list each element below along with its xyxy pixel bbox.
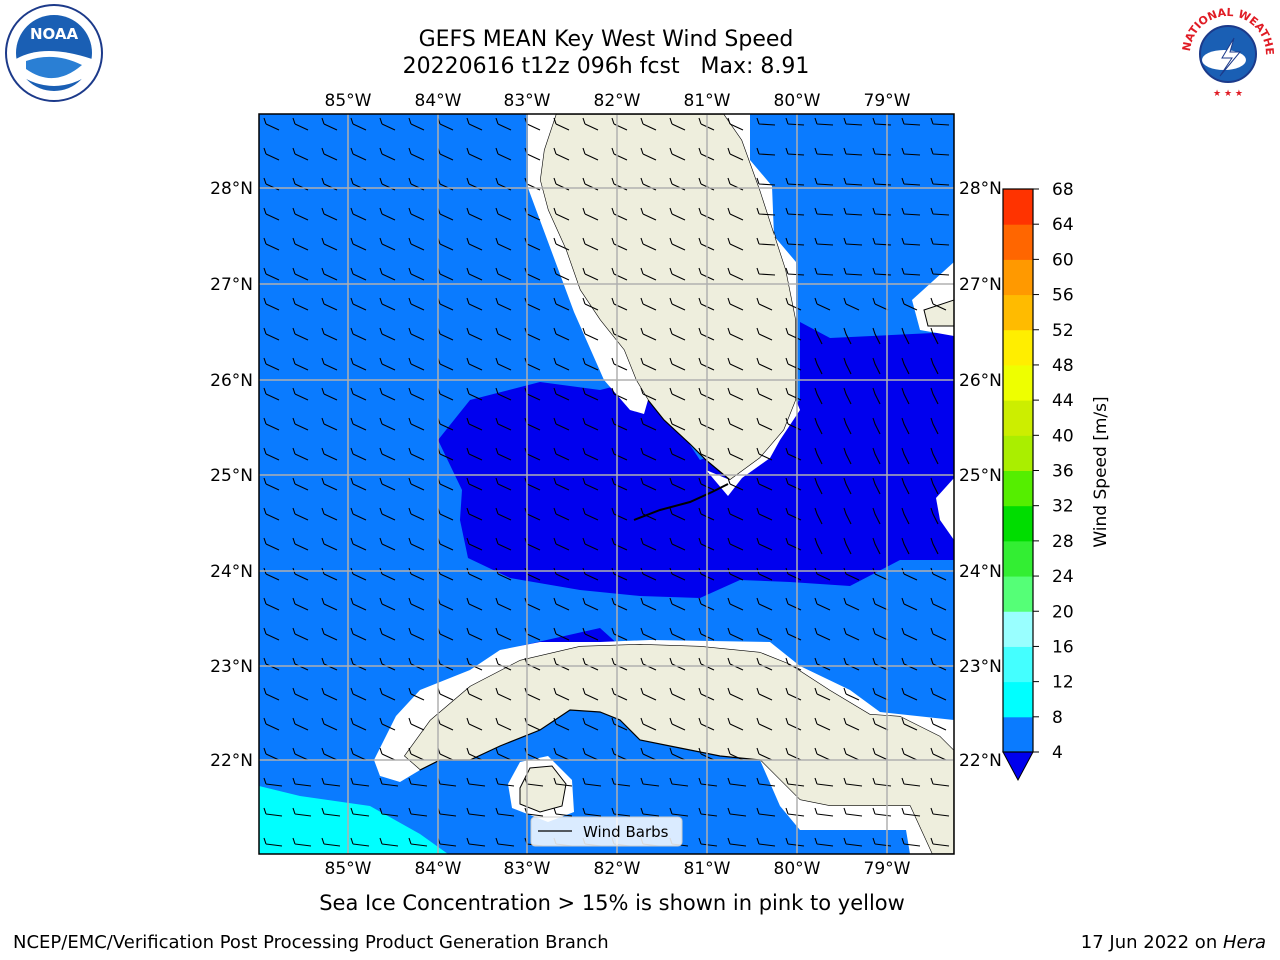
colorbar-segment xyxy=(1003,470,1033,507)
colorbar-tick-label: 68 xyxy=(1052,180,1074,200)
credit-text: NCEP/EMC/Verification Post Processing Pr… xyxy=(13,932,609,953)
lat-label-left: 24°N xyxy=(210,562,253,582)
noaa-logo: NOAA xyxy=(4,3,104,103)
colorbar-segment xyxy=(1003,681,1033,718)
lat-lon-grid xyxy=(259,114,954,854)
colorbar-segment xyxy=(1003,364,1033,401)
lon-label-top: 82°W xyxy=(594,91,641,111)
colorbar-tick-label: 8 xyxy=(1052,708,1063,728)
date-text: 17 Jun 2022 on xyxy=(1080,932,1223,953)
colorbar-under-arrow xyxy=(1002,751,1034,782)
lat-label-right: 26°N xyxy=(959,371,1002,391)
band-8-12 xyxy=(259,786,448,854)
band-below-4-strait xyxy=(438,322,954,598)
colorbar-tick-label: 44 xyxy=(1052,391,1074,411)
legend-label: Wind Barbs xyxy=(583,823,669,841)
florida-keys xyxy=(633,483,729,521)
colorbar-segment xyxy=(1003,611,1033,647)
chart-subtitle: 20220616 t12z 096h fcst Max: 8.91 xyxy=(402,54,810,79)
lon-label-bottom: 84°W xyxy=(415,859,462,879)
lat-label-left: 27°N xyxy=(210,275,253,295)
lat-label-left: 28°N xyxy=(210,179,253,199)
lon-label-bottom: 83°W xyxy=(504,859,551,879)
machine-name: Hera xyxy=(1222,932,1266,953)
lon-label-bottom: 79°W xyxy=(864,859,911,879)
colorbar-segment xyxy=(1003,189,1033,225)
colorbar-segment xyxy=(1003,540,1033,577)
colorbar-tick-label: 20 xyxy=(1052,602,1074,622)
map-frame xyxy=(258,113,955,855)
lat-label-right: 27°N xyxy=(959,275,1002,295)
lat-label-right: 22°N xyxy=(959,751,1002,771)
colorbar-segment xyxy=(1003,329,1033,366)
noaa-logo-text: NOAA xyxy=(30,25,79,43)
colorbar-segment xyxy=(1003,576,1033,612)
lat-label-right: 28°N xyxy=(959,179,1002,199)
lon-label-top: 85°W xyxy=(325,91,372,111)
land-cuba-halo xyxy=(374,640,954,782)
colorbar-tick-label: 16 xyxy=(1052,637,1074,657)
lat-label-left: 22°N xyxy=(210,751,253,771)
lat-labels-right: 28°N 27°N 26°N 25°N 24°N 23°N 22°N xyxy=(959,179,1002,771)
lat-label-left: 26°N xyxy=(210,371,253,391)
sea-ice-note: Sea Ice Concentration > 15% is shown in … xyxy=(319,891,905,915)
lon-label-bottom: 80°W xyxy=(774,859,821,879)
colorbar-segments xyxy=(1003,189,1033,753)
lon-label-bottom: 82°W xyxy=(594,859,641,879)
lon-label-top: 84°W xyxy=(415,91,462,111)
colorbar-tick-label: 36 xyxy=(1052,462,1074,482)
colorbar-tick-label: 28 xyxy=(1052,532,1074,552)
wind-barbs-legend: Wind Barbs xyxy=(530,816,683,847)
colorbar-tick-label: 60 xyxy=(1052,250,1074,270)
colorbar-segment xyxy=(1003,505,1033,542)
lon-label-top: 79°W xyxy=(864,91,911,111)
date-stamp: 17 Jun 2022 on Hera xyxy=(1081,932,1266,953)
colorbar-segment xyxy=(1003,224,1033,260)
svg-text:★ ★ ★: ★ ★ ★ xyxy=(1213,89,1243,99)
colorbar-tick-label: 48 xyxy=(1052,356,1074,376)
colorbar-segment xyxy=(1003,259,1033,296)
map-plot-area xyxy=(259,114,954,854)
lat-label-right: 23°N xyxy=(959,657,1002,677)
colorbar-segment xyxy=(1003,716,1033,753)
colorbar-tick-label: 32 xyxy=(1052,497,1074,517)
lat-labels-left: 28°N 27°N 26°N 25°N 24°N 23°N 22°N xyxy=(210,179,253,771)
land-isla-juventud xyxy=(519,765,567,813)
lon-label-bottom: 81°W xyxy=(684,859,731,879)
colorbar-tick-label: 56 xyxy=(1052,286,1074,306)
lon-label-top: 80°W xyxy=(774,91,821,111)
nws-logo: NATIONAL WEATHER SERVICE ★ ★ ★ xyxy=(1174,0,1278,102)
colorbar-label: Wind Speed [m/s] xyxy=(1091,396,1111,547)
chart-title: GEFS MEAN Key West Wind Speed xyxy=(418,27,794,52)
lon-labels-top: 85°W 84°W 83°W 82°W 81°W 80°W 79°W xyxy=(325,91,911,111)
lon-labels-bottom: 85°W 84°W 83°W 82°W 81°W 80°W 79°W xyxy=(325,859,911,879)
colorbar-tick-label: 52 xyxy=(1052,321,1074,341)
lat-label-left: 25°N xyxy=(210,466,253,486)
lat-label-left: 23°N xyxy=(210,657,253,677)
land-florida-halo xyxy=(528,114,648,414)
colorbar-tick-label: 12 xyxy=(1052,673,1074,693)
colorbar-segment xyxy=(1003,400,1033,436)
colorbar-tick-label: 4 xyxy=(1052,743,1063,763)
lon-label-bottom: 85°W xyxy=(325,859,372,879)
lat-label-right: 24°N xyxy=(959,562,1002,582)
colorbar-segment xyxy=(1003,294,1033,331)
colorbar-segment xyxy=(1003,435,1033,471)
colorbar-tick-label: 40 xyxy=(1052,426,1074,446)
colorbar-tick-label: 64 xyxy=(1052,215,1074,235)
lon-label-top: 81°W xyxy=(684,91,731,111)
lon-label-top: 83°W xyxy=(504,91,551,111)
lat-label-right: 25°N xyxy=(959,466,1002,486)
colorbar-tick-label: 24 xyxy=(1052,567,1074,587)
colorbar-segment xyxy=(1003,646,1033,683)
